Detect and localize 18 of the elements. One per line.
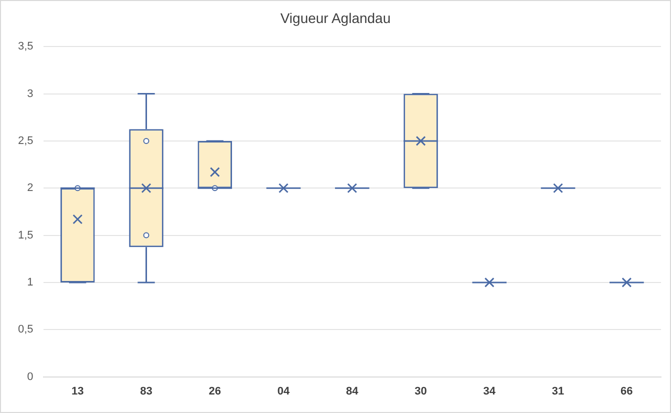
y-tick-label: 2 [27, 182, 34, 194]
x-tick-label: 83 [140, 385, 152, 398]
y-tick-label: 3,5 [18, 40, 34, 53]
y-tick-label: 1,5 [18, 229, 34, 242]
chart-title: Vigueur Aglandau [279, 10, 392, 26]
y-tick-label: 0,5 [18, 324, 34, 336]
x-tick-label: 30 [414, 385, 427, 398]
x-tick-label: 31 [552, 385, 564, 398]
x-tick-label: 34 [483, 385, 496, 398]
x-tick-label: 66 [620, 385, 633, 398]
y-tick-label: 2,5 [18, 134, 34, 147]
x-tick-label: 26 [208, 385, 221, 398]
x-tick-label: 84 [346, 385, 360, 398]
x-tick-label: 13 [71, 385, 84, 398]
y-tick-label: 3 [27, 88, 34, 100]
y-tick-label: 0 [27, 370, 34, 383]
x-tick-label: 04 [277, 385, 291, 398]
y-tick-label: 1 [27, 276, 34, 288]
